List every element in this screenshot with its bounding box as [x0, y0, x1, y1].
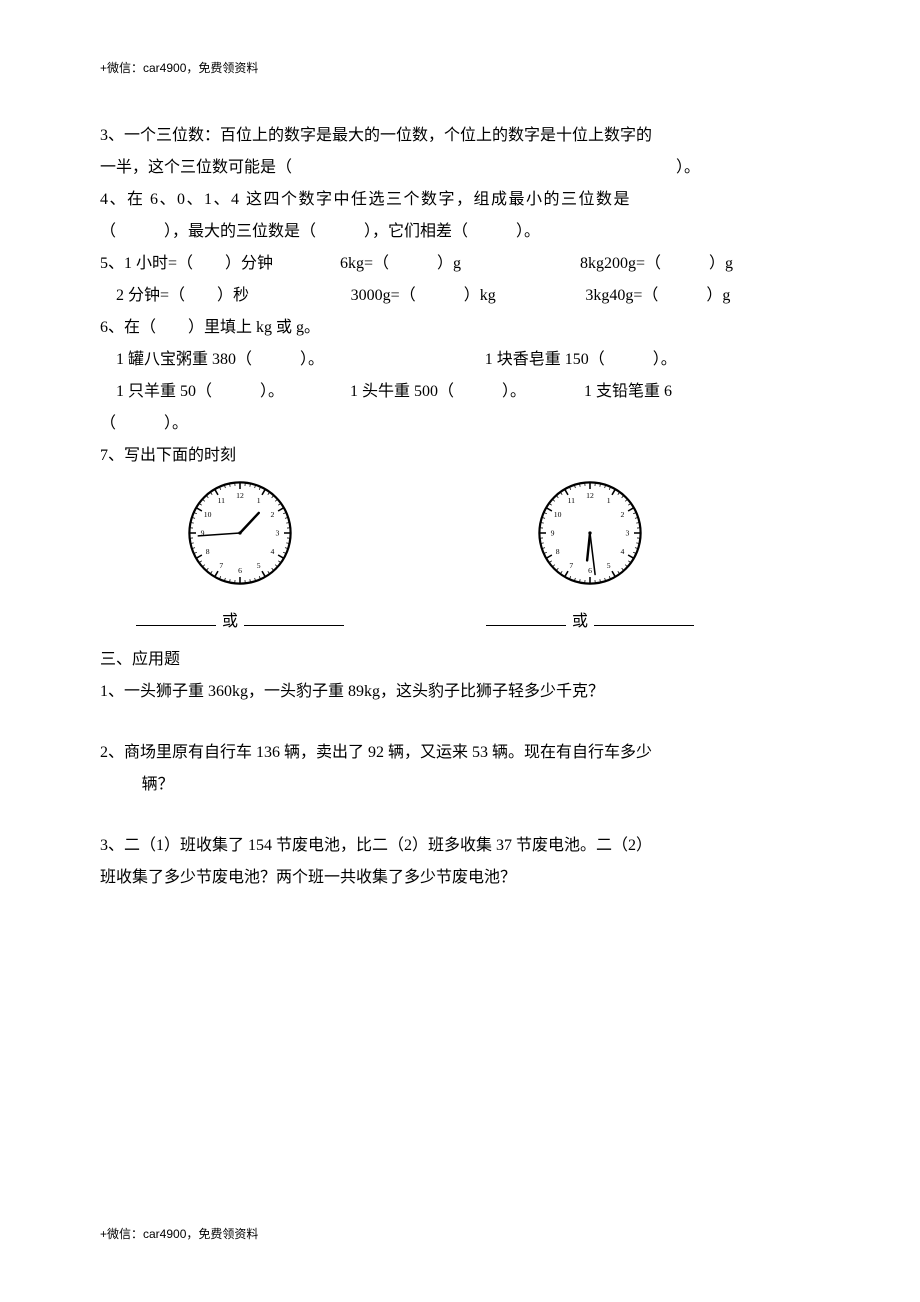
- q6-row2: 1 只羊重 50（ ）。 1 头牛重 500（ ）。 1 支铅笔重 6: [100, 376, 820, 408]
- svg-text:6: 6: [588, 566, 592, 575]
- q6-title: 6、在（ ）里填上 kg 或 g。: [100, 312, 820, 344]
- svg-text:8: 8: [556, 547, 560, 556]
- svg-text:2: 2: [270, 510, 274, 519]
- blank-line: [244, 607, 344, 626]
- q5-c: 8kg200g=（ ）g: [580, 248, 820, 280]
- svg-text:12: 12: [586, 491, 594, 500]
- footer-note: +微信：car4900，免费领资料: [100, 1222, 258, 1246]
- svg-text:3: 3: [625, 529, 629, 538]
- document-body: 3、一个三位数：百位上的数字是最大的一位数，个位上的数字是十位上数字的 一半，这…: [100, 120, 820, 894]
- header-note: +微信：car4900，免费领资料: [100, 56, 258, 80]
- blank-line: [594, 607, 694, 626]
- clock2-col: 123456789101112 或: [450, 478, 730, 638]
- or-label: 或: [572, 606, 588, 638]
- q6-d: 1 头牛重 500（ ）。: [350, 376, 560, 408]
- q5-e: 3000g=（ ）kg: [351, 280, 586, 312]
- svg-text:7: 7: [219, 561, 223, 570]
- q3-line1: 3、一个三位数：百位上的数字是最大的一位数，个位上的数字是十位上数字的: [100, 120, 820, 152]
- svg-text:4: 4: [620, 547, 624, 556]
- svg-text:6: 6: [238, 566, 242, 575]
- svg-text:9: 9: [551, 529, 555, 538]
- svg-text:5: 5: [257, 561, 261, 570]
- app-q2b: 辆？: [100, 769, 820, 801]
- svg-text:10: 10: [204, 510, 212, 519]
- spacer: [100, 801, 820, 830]
- app-q1: 1、一头狮子重 360kg，一头豹子重 89kg，这头豹子比狮子轻多少千克？: [100, 676, 820, 708]
- svg-text:12: 12: [236, 491, 244, 500]
- section3-title: 三、应用题: [100, 644, 820, 676]
- or-label: 或: [222, 606, 238, 638]
- clock1-answer: 或: [100, 606, 380, 638]
- q5-d: 2 分钟=（ ）秒: [116, 280, 351, 312]
- svg-text:7: 7: [569, 561, 573, 570]
- clock2-svg: 123456789101112: [535, 478, 645, 588]
- svg-text:10: 10: [554, 510, 562, 519]
- q5-row2: 2 分钟=（ ）秒 3000g=（ ）kg 3kg40g=（ ）g: [100, 280, 820, 312]
- q6-c: 1 只羊重 50（ ）。: [116, 376, 326, 408]
- q6-f: （ ）。: [100, 408, 820, 440]
- q4-line2: （ ），最大的三位数是（ ），它们相差（ ）。: [100, 216, 820, 248]
- app-q3b: 班收集了多少节废电池？两个班一共收集了多少节废电池？: [100, 862, 820, 894]
- svg-text:2: 2: [620, 510, 624, 519]
- q6-b: 1 块香皂重 150（ ）。: [485, 344, 820, 376]
- q5-a: 5、1 小时=（ ）分钟: [100, 248, 340, 280]
- app-q3a: 3、二（1）班收集了 154 节废电池，比二（2）班多收集 37 节废电池。二（…: [100, 830, 820, 862]
- svg-text:11: 11: [568, 496, 576, 505]
- svg-text:3: 3: [275, 529, 279, 538]
- svg-text:4: 4: [270, 547, 274, 556]
- q4-line1: 4、在 6、0、1、4 这四个数字中任选三个数字，组成最小的三位数是: [100, 184, 820, 216]
- q6-e: 1 支铅笔重 6: [584, 376, 672, 408]
- svg-text:8: 8: [206, 547, 210, 556]
- app-q2a: 2、商场里原有自行车 136 辆，卖出了 92 辆，又运来 53 辆。现在有自行…: [100, 737, 820, 769]
- q5-b: 6kg=（ ）g: [340, 248, 580, 280]
- svg-text:11: 11: [218, 496, 226, 505]
- svg-text:5: 5: [607, 561, 611, 570]
- spacer: [100, 708, 820, 737]
- clocks-row: 123456789101112 或 123456789101112: [100, 478, 820, 638]
- clock1-svg: 123456789101112: [185, 478, 295, 588]
- q7-title: 7、写出下面的时刻: [100, 440, 820, 472]
- blank-line: [136, 607, 216, 626]
- svg-text:1: 1: [607, 496, 611, 505]
- q5-row1: 5、1 小时=（ ）分钟 6kg=（ ）g 8kg200g=（ ）g: [100, 248, 820, 280]
- q3-line2: 一半，这个三位数可能是（ ）。: [100, 152, 820, 184]
- q6-row1: 1 罐八宝粥重 380（ ）。 1 块香皂重 150（ ）。: [100, 344, 820, 376]
- q5-f: 3kg40g=（ ）g: [585, 280, 820, 312]
- clock2-answer: 或: [450, 606, 730, 638]
- svg-text:1: 1: [257, 496, 261, 505]
- clock1-col: 123456789101112 或: [100, 478, 380, 638]
- blank-line: [486, 607, 566, 626]
- q6-a: 1 罐八宝粥重 380（ ）。: [116, 344, 485, 376]
